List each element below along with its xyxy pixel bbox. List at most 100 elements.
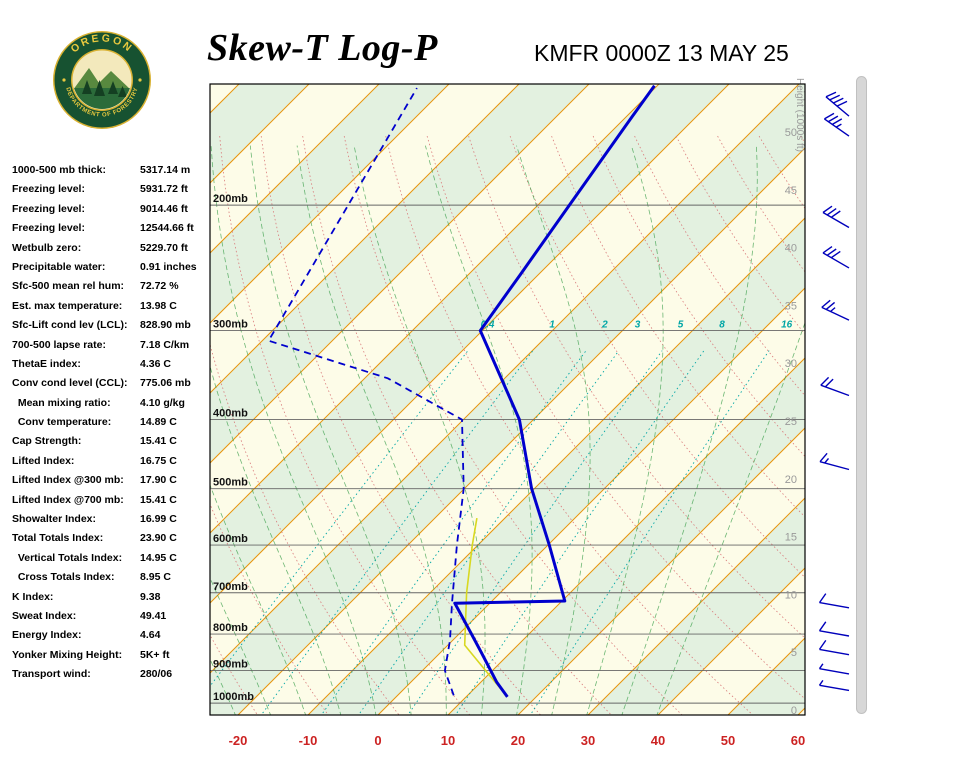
- mixing-ratio-label: 8: [719, 320, 725, 331]
- wind-barb: [823, 112, 850, 137]
- logo-dot-left: [62, 78, 66, 82]
- index-value: 13.98 C: [140, 299, 177, 312]
- pressure-label: 400mb: [213, 408, 248, 420]
- isotherm-line: [210, 84, 520, 394]
- temp-axis-label: 30: [581, 733, 595, 748]
- dry-adiabat-line: [634, 135, 805, 397]
- isotherm-line: [0, 84, 29, 715]
- pressure-label: 200mb: [213, 193, 248, 205]
- height-tick-label: 35: [785, 300, 797, 312]
- index-value: 12544.66 ft: [140, 222, 194, 235]
- index-value: 16.99 C: [140, 513, 177, 526]
- index-row: Sweat Index: 49.41: [12, 607, 222, 626]
- wind-barb: [818, 663, 850, 675]
- dry-adiabat-line: [6, 136, 117, 717]
- temp-axis-label: 50: [721, 733, 735, 748]
- indices-panel: 1000-500 mb thick: 5317.14 m Freezing leve…: [12, 161, 222, 685]
- index-label: Lifted Index @700 mb:: [12, 493, 124, 506]
- height-tick-label: 15: [785, 532, 797, 544]
- isotherm-line: [587, 497, 805, 715]
- mixing-ratio-label: 2: [601, 320, 608, 331]
- mixing-ratio-line: [407, 350, 663, 715]
- wind-barb: [818, 639, 850, 656]
- dry-adiabat-line: [343, 136, 683, 715]
- dry-adiabat-line: [426, 135, 805, 700]
- isotherm-line: [447, 357, 805, 715]
- index-label: ThetaE index:: [12, 357, 81, 370]
- index-label: Est. max temperature:: [12, 299, 123, 312]
- index-row: Freezing level: 9014.46 ft: [12, 200, 222, 219]
- moist-adiabat-line: [210, 483, 307, 715]
- index-row: Conv cond level (CCL): 775.06 mb: [12, 374, 222, 393]
- index-value: 4.10 g/kg: [140, 396, 185, 409]
- wind-barb: [818, 593, 850, 609]
- height-tick-label: 20: [785, 474, 797, 486]
- index-value: 4.64: [140, 629, 161, 642]
- wind-barb: [818, 621, 850, 637]
- chart-border: [209, 83, 806, 716]
- pressure-label: 1000mb: [213, 691, 254, 703]
- isotherm-line: [210, 84, 800, 674]
- index-value: 5931.72 ft: [140, 183, 188, 196]
- index-row: Est. max temperature: 13.98 C: [12, 297, 222, 316]
- moist-adiabat-line: [296, 145, 447, 715]
- moist-adiabat-line: [69, 146, 201, 717]
- index-label: Cap Strength:: [12, 435, 82, 448]
- mixing-ratio-line: [358, 350, 620, 715]
- mixing-ratio-line: [455, 350, 705, 715]
- isotherm-line: [210, 84, 660, 534]
- isotherm-line: [237, 147, 805, 715]
- dry-adiabat-line: [925, 136, 960, 717]
- index-value: 16.75 C: [140, 454, 177, 467]
- wind-barb: [821, 299, 850, 321]
- dry-adiabat-line: [509, 135, 805, 579]
- index-row: Freezing level: 5931.72 ft: [12, 180, 222, 199]
- index-value: 4.36 C: [140, 357, 171, 370]
- moist-adiabat-line: [516, 145, 591, 715]
- temp-axis-label: 20: [511, 733, 525, 748]
- wind-barb: [825, 91, 850, 117]
- index-label: 700-500 lapse rate:: [12, 338, 106, 351]
- wind-barb: [822, 246, 850, 269]
- index-row: Conv temperature: 14.89 C: [12, 413, 222, 432]
- isotherm-line: [0, 84, 169, 715]
- isotherm-line: [210, 84, 450, 324]
- moist-adiabat-line: [210, 658, 236, 715]
- temp-axis-label: 0: [374, 733, 381, 748]
- index-label: Freezing level:: [12, 222, 85, 235]
- index-value: 775.06 mb: [140, 377, 191, 390]
- index-label: Conv temperature:: [12, 416, 112, 429]
- index-label: Mean mixing ratio:: [12, 396, 111, 409]
- index-row: Sfc-500 mean rel hum: 72.72 %: [12, 277, 222, 296]
- index-row: ThetaE index: 4.36 C: [12, 355, 222, 374]
- pressure-label: 500mb: [213, 477, 248, 489]
- moist-adiabat-line: [656, 321, 805, 715]
- index-value: 5229.70 ft: [140, 241, 188, 254]
- index-label: Conv cond level (CCL):: [12, 377, 128, 390]
- index-row: Precipitable water: 0.91 inches: [12, 258, 222, 277]
- dry-adiabat-line: [884, 136, 960, 717]
- index-value: 5317.14 m: [140, 164, 191, 176]
- index-row: Energy Index: 4.64: [12, 626, 222, 645]
- index-row: Total Totals Index: 23.90 C: [12, 529, 222, 548]
- dry-adiabat-line: [592, 135, 805, 457]
- temp-axis-label: -10: [299, 733, 318, 748]
- index-row: Mean mixing ratio: 4.10 g/kg: [12, 394, 222, 413]
- index-row: K Index: 9.38: [12, 588, 222, 607]
- dry-adiabat-line: [210, 342, 400, 715]
- moist-adiabat-line: [210, 145, 377, 715]
- moist-adiabat-line: [586, 145, 664, 715]
- index-row: 1000-500 mb thick: 5317.14 m: [12, 161, 222, 180]
- odf-logo: OREGON DEPARTMENT OF FORESTRY: [53, 31, 151, 129]
- index-label: Lifted Index:: [12, 454, 75, 467]
- index-label: Freezing level:: [12, 183, 85, 196]
- index-row: Lifted Index: 16.75 C: [12, 452, 222, 471]
- isotherm-line: [210, 84, 380, 254]
- index-label: K Index:: [12, 590, 54, 603]
- index-row: Lifted Index @300 mb: 17.90 C: [12, 471, 222, 490]
- isotherm-line: [517, 427, 805, 715]
- vertical-scrollbar[interactable]: [856, 76, 867, 714]
- index-label: Precipitable water:: [12, 260, 106, 273]
- isotherm-line: [307, 217, 805, 715]
